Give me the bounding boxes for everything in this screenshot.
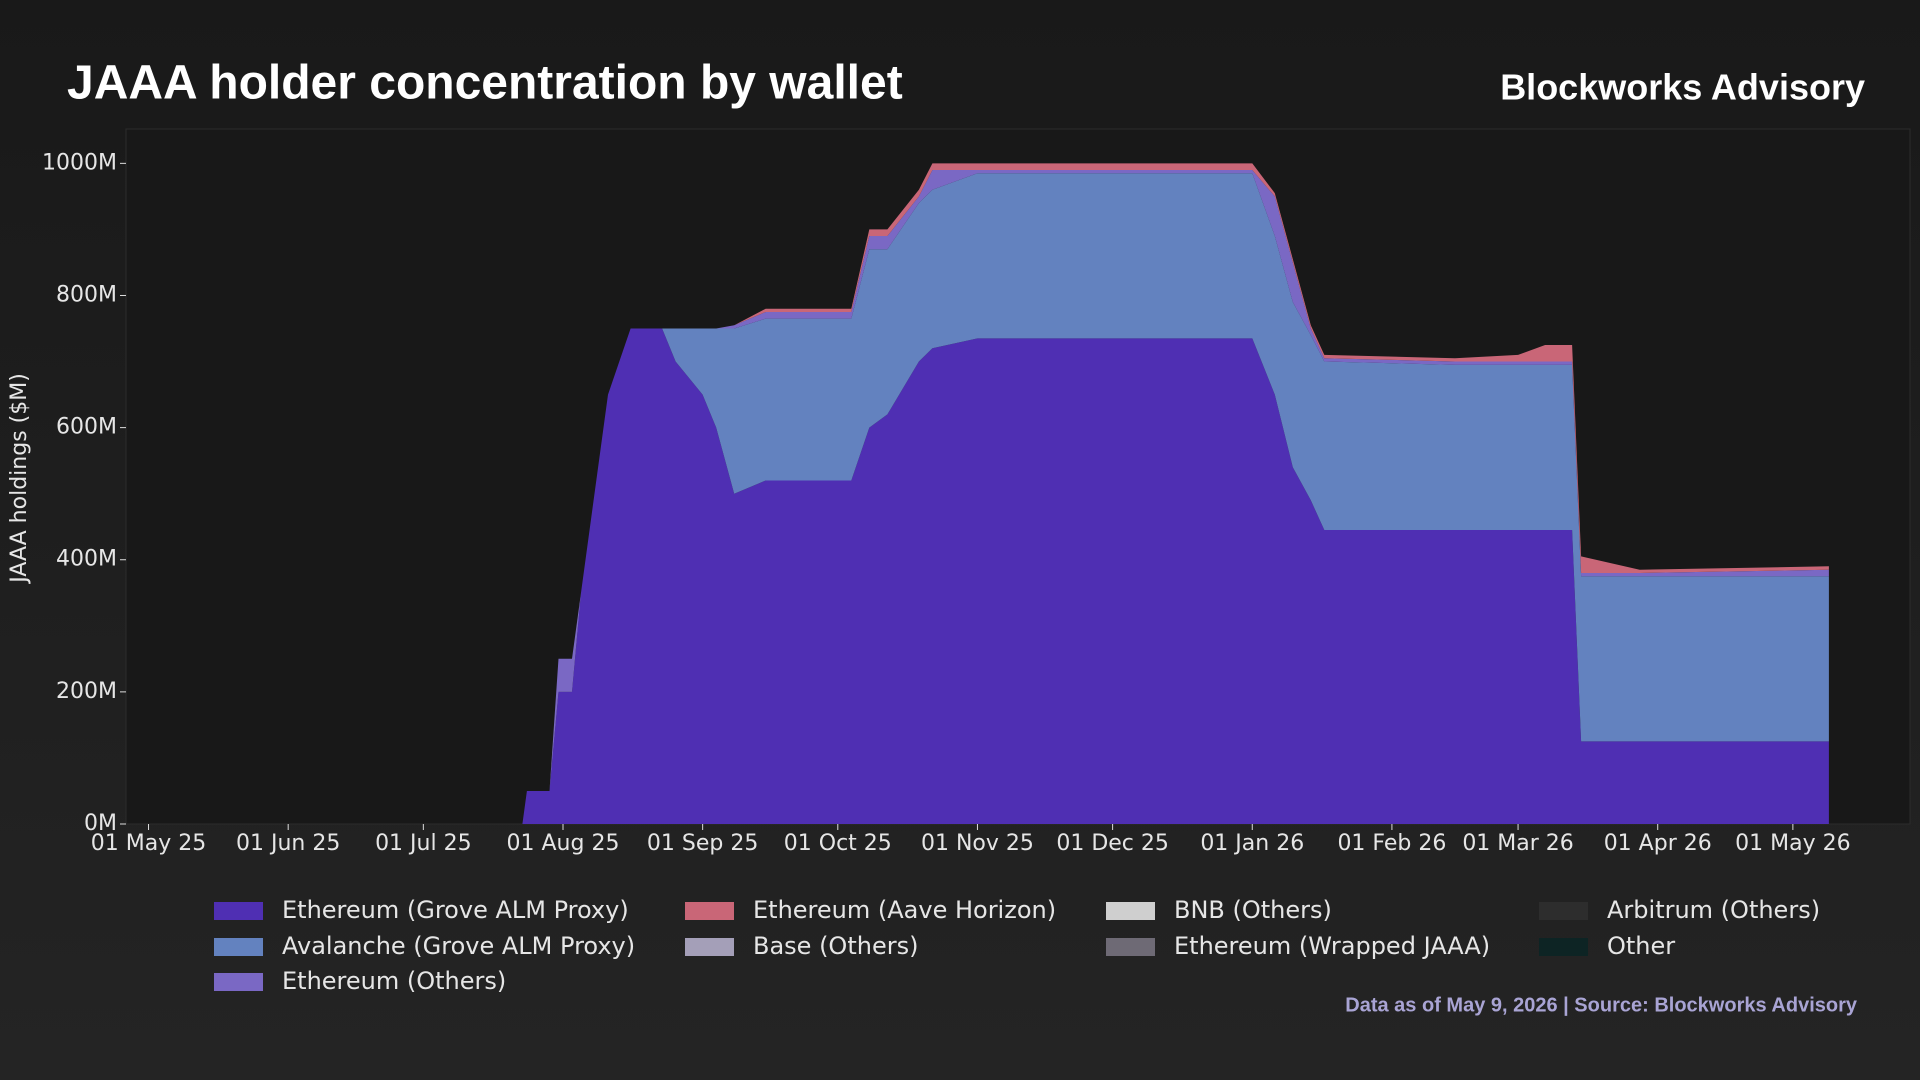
x-tick-label: 01 Feb 26 <box>1337 831 1446 856</box>
x-tick-label: 01 Jun 25 <box>236 831 340 856</box>
legend-swatch <box>685 938 734 956</box>
x-tick-label: 01 Nov 25 <box>921 831 1034 856</box>
x-tick-label: 01 Jan 26 <box>1200 831 1304 856</box>
x-tick-label: 01 May 26 <box>1735 831 1850 856</box>
brand: Blockworks Advisory <box>1500 67 1865 108</box>
legend-swatch <box>685 902 734 920</box>
legend-label: Arbitrum (Others) <box>1607 896 1820 924</box>
x-tick-label: 01 Dec 25 <box>1056 831 1169 856</box>
legend-label: BNB (Others) <box>1174 896 1332 924</box>
legend-swatch <box>1539 938 1588 956</box>
y-tick-label: 800M <box>56 282 117 307</box>
y-tick-label: 200M <box>56 679 117 704</box>
chart-title: JAAA holder concentration by wallet <box>67 57 903 110</box>
legend-swatch <box>1539 902 1588 920</box>
x-tick-label: 01 May 25 <box>91 831 206 856</box>
footnote: Data as of May 9, 2026 | Source: Blockwo… <box>1345 994 1858 1016</box>
area <box>148 173 1829 825</box>
legend-label: Ethereum (Wrapped JAAA) <box>1174 932 1490 960</box>
legend-label: Other <box>1607 932 1675 960</box>
x-tick-label: 01 Mar 26 <box>1462 831 1573 856</box>
y-tick-label: 400M <box>56 547 117 572</box>
legend-label: Ethereum (Aave Horizon) <box>753 896 1056 924</box>
legend-label: Ethereum (Grove ALM Proxy) <box>282 896 629 924</box>
legend-swatch <box>214 902 263 920</box>
x-tick-label: 01 Sep 25 <box>647 831 758 856</box>
area <box>148 170 1829 824</box>
legend-label: Base (Others) <box>753 932 918 960</box>
legend-label: Avalanche (Grove ALM Proxy) <box>282 932 635 960</box>
x-tick-label: 01 Apr 26 <box>1604 831 1712 856</box>
x-tick-label: 01 Aug 25 <box>507 831 620 856</box>
y-axis-label: JAAA holdings ($M) <box>7 373 32 585</box>
y-tick-label: 600M <box>56 415 117 440</box>
y-tick-label: 1000M <box>42 150 117 175</box>
x-tick-label: 01 Oct 25 <box>784 831 892 856</box>
legend-swatch <box>1106 938 1155 956</box>
x-tick-label: 01 Jul 25 <box>375 831 472 856</box>
legend-swatch <box>214 973 263 991</box>
legend-label: Ethereum (Others) <box>282 967 506 995</box>
y-tick-label: 0M <box>84 811 117 836</box>
legend-swatch <box>214 938 263 956</box>
legend-swatch <box>1106 902 1155 920</box>
area <box>148 328 1829 824</box>
